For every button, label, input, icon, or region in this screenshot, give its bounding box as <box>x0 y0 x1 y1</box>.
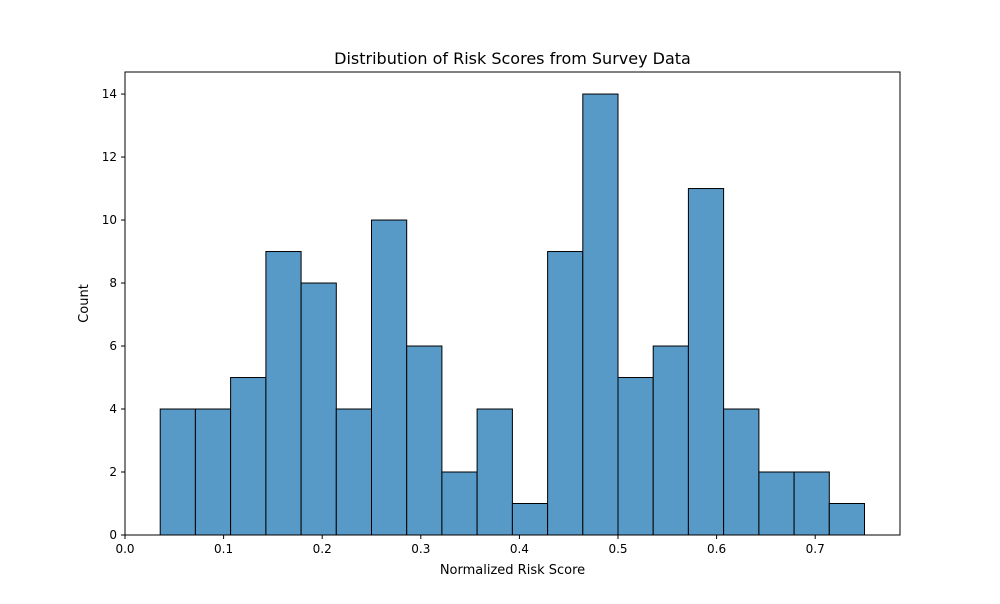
chart-title: Distribution of Risk Scores from Survey … <box>334 49 691 68</box>
histogram-bar <box>687 188 725 536</box>
x-tick-label: 0.5 <box>608 542 627 556</box>
x-tick-label: 0.0 <box>115 542 134 556</box>
histogram-bar <box>159 408 196 536</box>
histogram-bar <box>371 219 408 536</box>
histogram-bar <box>406 345 443 536</box>
histogram-bar <box>582 93 619 536</box>
histogram-bar <box>335 408 373 536</box>
x-tick-label: 0.6 <box>707 542 726 556</box>
y-axis-ticks: 0 2 4 6 8 10 12 14 <box>102 87 125 542</box>
y-tick-label: 6 <box>109 339 117 353</box>
histogram-bar <box>230 377 267 536</box>
y-tick-label: 2 <box>109 465 117 479</box>
y-tick-label: 14 <box>102 87 117 101</box>
histogram-bar <box>547 251 584 536</box>
x-tick-label: 0.1 <box>214 542 233 556</box>
histogram-bar <box>758 471 795 536</box>
histogram-bar <box>652 345 689 536</box>
histogram-bar <box>793 471 830 536</box>
histogram-bar <box>300 282 337 536</box>
y-tick-label: 0 <box>109 528 117 542</box>
histogram-bar <box>441 471 478 536</box>
x-tick-label: 0.4 <box>510 542 529 556</box>
y-axis-label: Count <box>77 284 92 323</box>
x-tick-label: 0.3 <box>411 542 430 556</box>
x-tick-label: 0.7 <box>806 542 825 556</box>
histogram-bar <box>828 503 866 536</box>
histogram-bar <box>511 503 549 536</box>
histogram-bar <box>723 408 760 536</box>
histogram-bar <box>265 251 302 536</box>
histogram-bar <box>194 408 232 536</box>
plot-area-frame <box>124 71 901 536</box>
y-tick-label: 10 <box>102 213 117 227</box>
x-axis-ticks: 0.0 0.1 0.2 0.3 0.4 0.5 0.6 0.7 <box>115 535 825 556</box>
y-tick-label: 4 <box>109 402 117 416</box>
histogram-bar <box>476 408 513 536</box>
y-tick-label: 12 <box>102 150 117 164</box>
y-tick-label: 8 <box>109 276 117 290</box>
x-axis-label: Normalized Risk Score <box>440 563 585 578</box>
x-tick-label: 0.2 <box>313 542 332 556</box>
histogram-bars <box>159 93 866 536</box>
histogram-bar <box>617 377 654 536</box>
